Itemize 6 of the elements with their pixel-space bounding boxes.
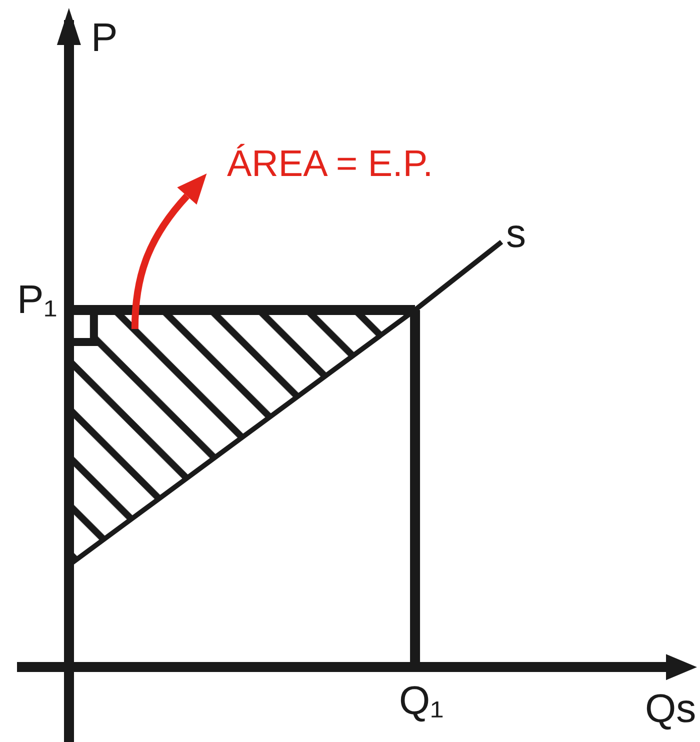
text: Q₁	[399, 679, 444, 723]
text: ÁREA = E.P.	[227, 143, 434, 184]
y-axis-title: P	[91, 16, 118, 60]
ref-line-label: P₁	[17, 278, 58, 322]
x-axis-title: Qs	[645, 687, 696, 731]
series-label: s	[506, 212, 526, 256]
